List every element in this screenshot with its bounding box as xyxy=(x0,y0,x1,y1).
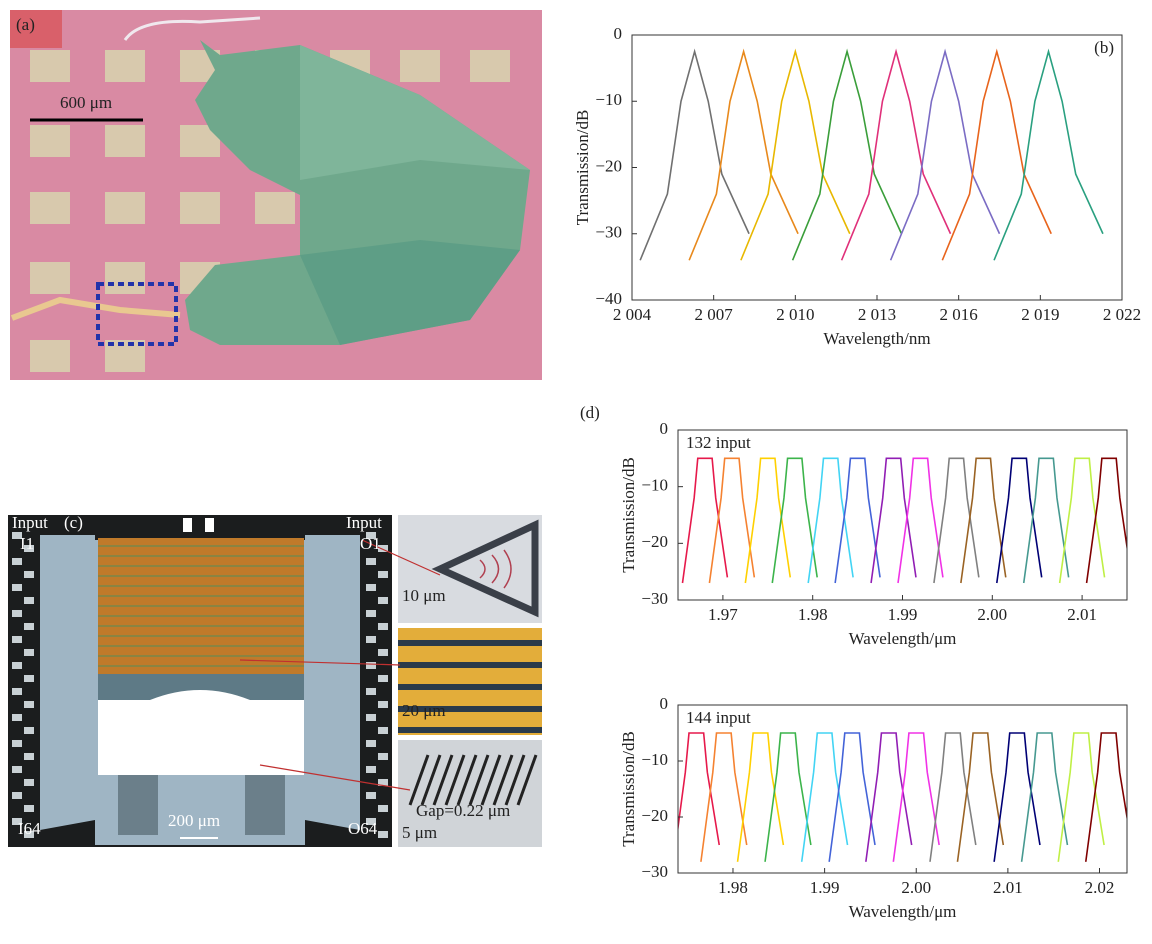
y-tick-label: −20 xyxy=(641,806,668,825)
y-tick-label: 0 xyxy=(614,24,623,43)
y-tick-label: −20 xyxy=(595,156,622,175)
x-tick-label: 2.01 xyxy=(993,878,1023,897)
panel-label: (a) xyxy=(16,15,35,34)
line-series xyxy=(738,733,784,862)
line-series xyxy=(1087,458,1132,583)
panel-label: (b) xyxy=(1094,38,1114,57)
x-tick-label: 1.97 xyxy=(708,605,738,624)
scale-label: 10 μm xyxy=(402,586,446,605)
panel-c-image xyxy=(8,515,542,847)
y-axis-label: Transmission/dB xyxy=(619,731,638,847)
x-tick-label: 2.01 xyxy=(1067,605,1097,624)
panel-a-image xyxy=(10,10,542,380)
y-tick-label: −30 xyxy=(641,862,668,881)
scale-label: 200 μm xyxy=(168,811,220,830)
y-tick-label: −10 xyxy=(595,90,622,109)
x-axis-label: Wavelength/μm xyxy=(849,629,957,648)
x-tick-label: 2.00 xyxy=(977,605,1007,624)
line-series xyxy=(930,733,976,862)
x-tick-label: 1.98 xyxy=(798,605,828,624)
annotation: 132 input xyxy=(686,433,751,452)
x-tick-label: 2.00 xyxy=(901,878,931,897)
x-tick-label: 2.02 xyxy=(1085,878,1115,897)
plot-frame xyxy=(632,35,1122,300)
line-series xyxy=(994,733,1040,862)
x-tick-label: 2 019 xyxy=(1021,305,1059,324)
panel-label: (c) xyxy=(64,513,83,532)
line-series xyxy=(689,52,798,261)
y-tick-label: 0 xyxy=(660,694,669,713)
y-tick-label: −10 xyxy=(641,476,668,495)
x-axis-label: Wavelength/nm xyxy=(823,329,930,348)
x-tick-label: 2 016 xyxy=(940,305,978,324)
port-label: I1 xyxy=(20,534,34,553)
plot-area xyxy=(682,458,1131,583)
port-label: I64 xyxy=(18,819,41,838)
line-series xyxy=(1058,733,1104,862)
scale-label: 20 μm xyxy=(402,701,446,720)
input-label: Input xyxy=(12,513,48,532)
x-tick-label: 1.99 xyxy=(888,605,918,624)
port-label: O64 xyxy=(348,819,378,838)
panel-label: (d) xyxy=(580,403,600,422)
x-tick-label: 2 022 xyxy=(1103,305,1141,324)
x-tick-label: 1.99 xyxy=(810,878,840,897)
y-tick-label: −20 xyxy=(641,532,668,551)
y-tick-label: −40 xyxy=(595,289,622,308)
plot-area xyxy=(673,733,1131,862)
y-tick-label: −30 xyxy=(641,589,668,608)
x-axis-label: Wavelength/μm xyxy=(849,902,957,921)
y-tick-label: −10 xyxy=(641,750,668,769)
x-tick-label: 2 010 xyxy=(776,305,814,324)
line-series xyxy=(891,52,1000,261)
line-series xyxy=(842,52,951,261)
annotation: 144 input xyxy=(686,708,751,727)
line-series xyxy=(866,733,912,862)
y-tick-label: −30 xyxy=(595,223,622,242)
y-axis-label: Transmission/dB xyxy=(573,110,592,226)
port-label: O1 xyxy=(360,534,381,553)
line-series xyxy=(673,733,719,862)
line-series xyxy=(1086,733,1132,862)
plot-area xyxy=(640,52,1103,261)
gap-label: Gap=0.22 μm xyxy=(416,801,510,820)
line-series xyxy=(682,458,727,583)
input-label: Input xyxy=(346,513,382,532)
line-series xyxy=(640,52,749,261)
y-tick-label: 0 xyxy=(660,419,669,438)
y-axis-label: Transmission/dB xyxy=(619,457,638,573)
scale-label: 5 μm xyxy=(402,823,437,842)
x-tick-label: 2 013 xyxy=(858,305,896,324)
x-tick-label: 1.98 xyxy=(718,878,748,897)
line-series xyxy=(802,733,848,862)
figure: (a) 600 μm Input (c) Input I xyxy=(0,0,1152,939)
x-tick-label: 2 007 xyxy=(695,305,734,324)
scale-label: 600 μm xyxy=(60,93,112,112)
